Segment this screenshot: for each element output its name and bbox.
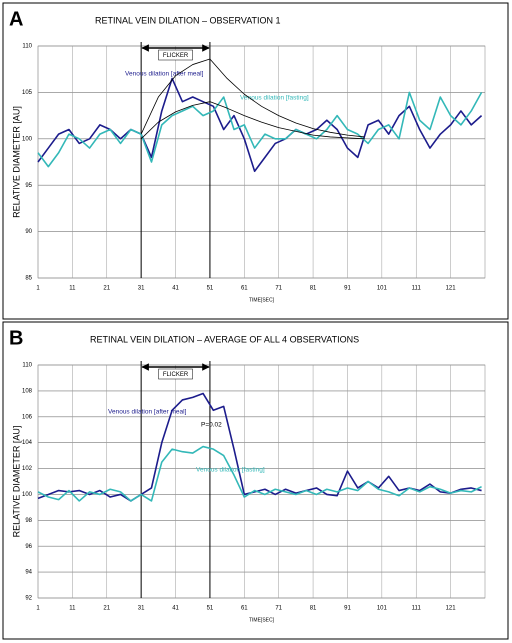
x-tick-label: 31	[138, 606, 145, 612]
y-tick-label: 100	[22, 136, 33, 142]
x-axis-label: TIME[SEC]	[249, 297, 275, 303]
y-tick-label: 92	[25, 596, 32, 602]
x-tick-label: 31	[138, 286, 145, 292]
y-tick-label: 94	[25, 570, 32, 576]
flicker-box	[158, 49, 193, 61]
x-tick-label: 81	[310, 286, 317, 292]
x-tick-label: 121	[446, 286, 457, 292]
panel-letter: A	[9, 8, 23, 30]
y-tick-label: 110	[22, 363, 32, 369]
y-tick-label: 105	[22, 90, 33, 96]
panel-border	[2, 2, 509, 320]
panel-letter: B	[9, 327, 23, 349]
plot-area	[37, 364, 486, 599]
annotation: P=0.02	[201, 422, 222, 429]
x-tick-label: 21	[103, 286, 110, 292]
x-tick-label: 1	[36, 606, 40, 612]
series-label: Venous dilation [fasting]	[240, 95, 309, 102]
y-tick-label: 102	[22, 466, 33, 472]
x-tick-label: 1	[36, 286, 40, 292]
y-tick-label: 106	[22, 414, 33, 420]
flicker-label: FLICKER	[163, 372, 189, 378]
chart-title: RETINAL VEIN DILATION – OBSERVATION 1	[95, 15, 281, 25]
y-axis-label: RELATIVE DIAMETER [AU]	[11, 426, 21, 538]
series-line	[140, 101, 365, 140]
x-tick-label: 41	[172, 606, 179, 612]
chart-title: RETINAL VEIN DILATION – AVERAGE OF ALL 4…	[90, 334, 359, 344]
y-tick-label: 108	[22, 388, 33, 394]
x-tick-label: 11	[69, 286, 76, 292]
x-tick-label: 41	[172, 286, 179, 292]
y-tick-label: 110	[22, 44, 32, 50]
x-axis-label: TIME[SEC]	[249, 617, 275, 623]
y-tick-label: 85	[25, 276, 32, 282]
series-label: Venous dilation [after meal]	[125, 71, 204, 78]
x-tick-label: 71	[275, 286, 282, 292]
x-tick-label: 61	[241, 286, 248, 292]
series-line	[140, 58, 365, 138]
series-line	[37, 91, 483, 168]
x-tick-label: 121	[446, 606, 457, 612]
y-tick-label: 95	[25, 183, 32, 189]
x-tick-label: 51	[207, 286, 214, 292]
x-tick-label: 111	[412, 606, 422, 612]
x-tick-label: 81	[310, 606, 317, 612]
flicker-box	[158, 368, 193, 380]
x-tick-label: 91	[344, 606, 351, 612]
x-tick-label: 21	[103, 606, 110, 612]
y-axis-label: RELATIVE DIAMETER [AU]	[11, 106, 21, 218]
series-line	[37, 445, 482, 502]
x-tick-label: 71	[275, 606, 282, 612]
y-tick-label: 96	[25, 544, 32, 550]
x-tick-label: 101	[377, 606, 388, 612]
y-tick-label: 90	[25, 229, 32, 235]
y-tick-label: 104	[22, 440, 33, 446]
panel-border	[2, 321, 509, 640]
x-tick-label: 101	[377, 286, 388, 292]
series-label: Venous dilation [after meal]	[108, 409, 187, 416]
flicker-label: FLICKER	[163, 53, 189, 59]
x-tick-label: 91	[344, 286, 351, 292]
y-tick-label: 100	[22, 492, 33, 498]
y-tick-label: 98	[25, 518, 32, 524]
x-tick-label: 51	[207, 606, 214, 612]
x-tick-label: 111	[412, 286, 422, 292]
series-label: Venous dilation [fasting]	[196, 467, 265, 474]
x-tick-label: 61	[241, 606, 248, 612]
x-tick-label: 11	[69, 606, 76, 612]
